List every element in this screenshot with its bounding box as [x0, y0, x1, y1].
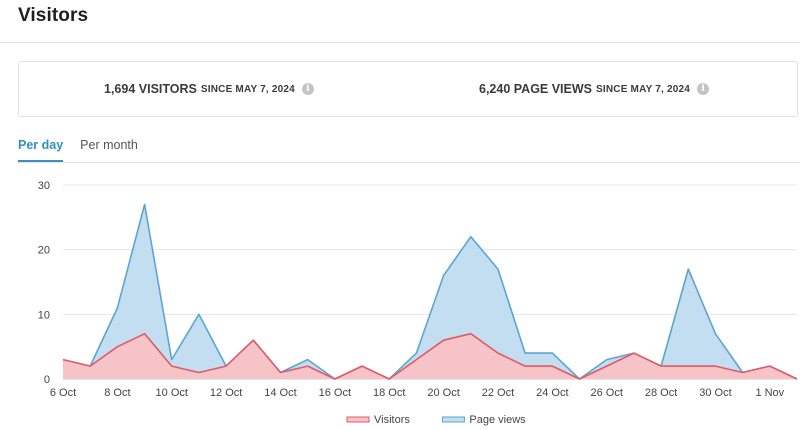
y-tick-label: 0 [44, 374, 50, 386]
info-icon[interactable]: i [697, 83, 710, 95]
page-views-since: SINCE MAY 7, 2024 [596, 83, 691, 95]
title-divider [0, 42, 800, 43]
x-tick-label: 22 Oct [482, 387, 514, 399]
visitors-chart: 0 10 20 30 6 Oct 8 Oct 10 Oct 12 Oct 14 Oct 16 Oc… [38, 180, 798, 426]
page-views-line [62, 203, 798, 380]
x-tick-label: 1 Nov [755, 387, 784, 399]
visitors-legend-swatch [346, 416, 370, 423]
x-tick-label: 16 Oct [319, 387, 351, 399]
page-views-legend-swatch [441, 416, 465, 423]
info-icon[interactable]: i [301, 83, 314, 95]
visitors-stat: 1,694 VISITORS SINCE MAY 7, 2024 i [104, 82, 314, 96]
page-title: Visitors [18, 5, 89, 26]
period-tabs: Per day Per month [18, 136, 155, 163]
tab-per-month[interactable]: Per month [80, 138, 138, 152]
visitors-line [62, 332, 798, 380]
visitors-count: 1,694 VISITORS [104, 82, 197, 96]
visitors-legend-label: Visitors [374, 414, 410, 426]
y-tick-label: 20 [38, 245, 50, 257]
x-tick-label: 24 Oct [536, 387, 568, 399]
y-tick-label: 30 [38, 180, 50, 192]
x-tick-label: 12 Oct [210, 387, 242, 399]
x-tick-label: 20 Oct [427, 387, 459, 399]
tabs-divider [18, 162, 800, 163]
y-tick-label: 10 [38, 309, 50, 321]
x-tick-label: 26 Oct [591, 387, 623, 399]
page-views-stat: 6,240 PAGE VIEWS SINCE MAY 7, 2024 i [479, 82, 710, 96]
x-tick-label: 14 Oct [264, 387, 296, 399]
tab-per-day[interactable]: Per day [18, 136, 64, 163]
page-views-legend-label: Page views [469, 414, 526, 426]
visitors-area [63, 333, 797, 379]
x-tick-label: 28 Oct [645, 387, 677, 399]
x-tick-label: 6 Oct [50, 387, 76, 399]
page-views-count: 6,240 PAGE VIEWS [479, 82, 593, 96]
x-tick-label: 10 Oct [156, 387, 188, 399]
visitors-since: SINCE MAY 7, 2024 [200, 83, 295, 95]
x-tick-label: 8 Oct [104, 387, 130, 399]
stats-card: 1,694 VISITORS SINCE MAY 7, 2024 i 6,240… [18, 61, 798, 117]
x-tick-label: 18 Oct [373, 387, 405, 399]
x-tick-label: 30 Oct [699, 387, 731, 399]
